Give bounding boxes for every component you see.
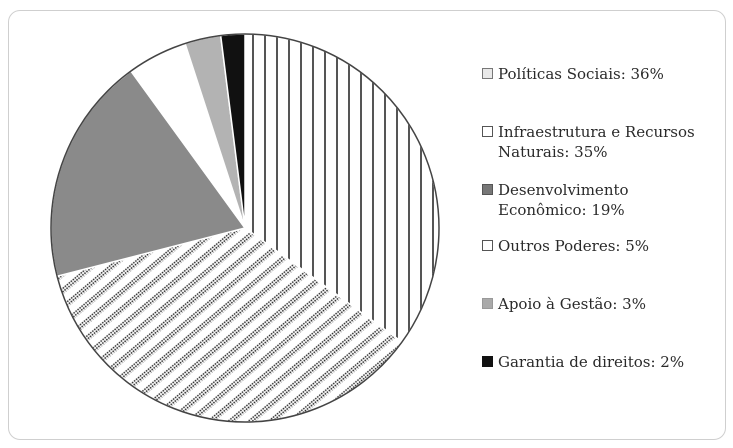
legend-swatch-white xyxy=(482,240,493,251)
legend-item-infraestrutura: Infraestrutura e Recursos Naturais: 35% xyxy=(482,122,695,162)
legend-swatch-lines xyxy=(482,126,493,137)
legend-item-outros-poderes: Outros Poderes: 5% xyxy=(482,236,649,256)
legend-label: Políticas Sociais: 36% xyxy=(498,65,664,83)
legend-swatch-dark-gray xyxy=(482,184,493,195)
pie-outline xyxy=(50,33,440,423)
legend-item-garantia-direitos: Garantia de direitos: 2% xyxy=(482,352,684,372)
legend-item-apoio-gestao: Apoio à Gestão: 3% xyxy=(482,294,646,314)
legend-label: Desenvolvimento Econômico: 19% xyxy=(498,181,629,219)
legend-swatch-light-gray xyxy=(482,298,493,309)
legend-item-desenvolvimento: Desenvolvimento Econômico: 19% xyxy=(482,180,629,220)
legend-label: Apoio à Gestão: 3% xyxy=(498,295,646,313)
legend-label: Garantia de direitos: 2% xyxy=(498,353,685,371)
legend-item-politicas-sociais: Políticas Sociais: 36% xyxy=(482,64,664,84)
legend-label: Infraestrutura e Recursos Naturais: 35% xyxy=(498,123,695,161)
legend-label: Outros Poderes: 5% xyxy=(498,237,650,255)
legend-swatch-black xyxy=(482,356,493,367)
legend-swatch-dots xyxy=(482,68,493,79)
